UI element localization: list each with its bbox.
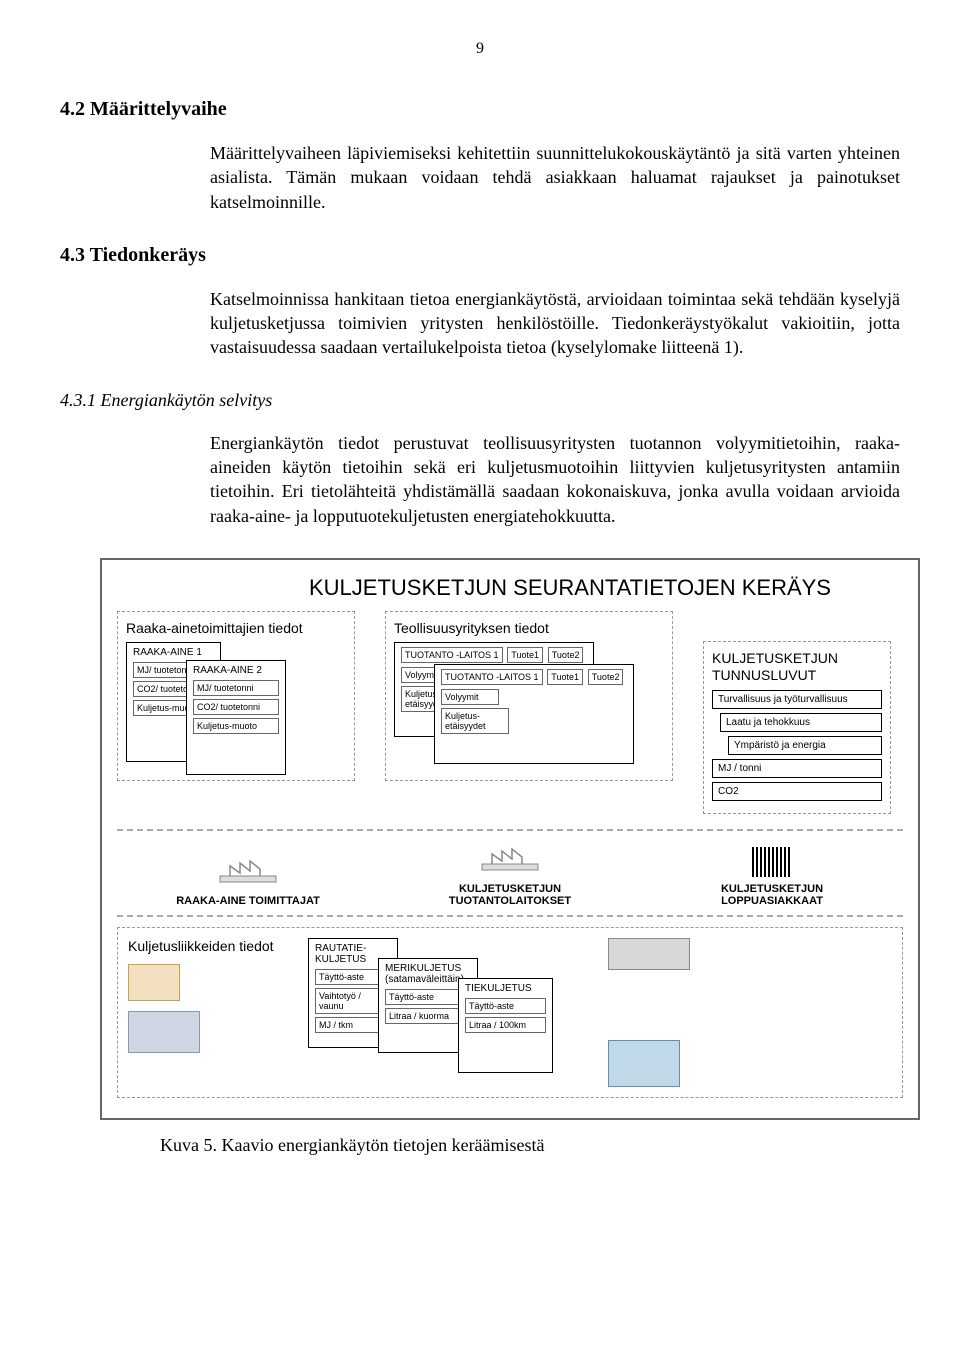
figure-caption: Kuva 5. Kaavio energiankäytön tietojen k… xyxy=(160,1135,900,1156)
kulj-title: Kuljetusliikkeiden tiedot xyxy=(128,938,288,954)
teoll-2-c1: TUOTANTO -LAITOS 1 xyxy=(441,669,543,685)
teoll-1-c1: TUOTANTO -LAITOS 1 xyxy=(401,647,503,663)
mid-label-1: RAAKA-AINE TOIMITTAJAT xyxy=(168,895,328,907)
trans-road-f2: Litraa / 100km xyxy=(465,1017,546,1033)
barcode-icon xyxy=(752,847,792,877)
tunnus-card-2: Laatu ja tehokkuus xyxy=(720,713,882,732)
teoll-2-r3: Kuljetus-etäisyydet xyxy=(441,708,509,734)
ship-icon xyxy=(608,1040,680,1087)
mid-label-3: KULJETUSKETJUN LOPPUASIAKKAAT xyxy=(692,883,852,907)
diagram-bottom-row: Kuljetusliikkeiden tiedot RAUTATIE-KULJE… xyxy=(117,927,903,1098)
teoll-1-c2: Tuote1 xyxy=(507,647,543,663)
page-number: 9 xyxy=(60,40,900,58)
tunnus-card-3: Ympäristö ja energia xyxy=(728,736,882,755)
raaka-card-2: RAAKA-AINE 2 MJ/ tuotetonni CO2/ tuoteto… xyxy=(186,660,286,775)
heading-4-3: 4.3 Tiedonkeräys xyxy=(60,244,900,267)
teoll-group-title: Teollisuusyrityksen tiedot xyxy=(394,620,664,636)
diagram-mid-row: RAAKA-AINE TOIMITTAJAT KULJETUSKETJUN TU… xyxy=(117,829,903,917)
trans-road-f1: Täyttö-aste xyxy=(465,998,546,1014)
diagram: KULJETUSKETJUN SEURANTATIETOJEN KERÄYS R… xyxy=(100,558,920,1120)
train-icon xyxy=(608,938,690,970)
teoll-card-2: TUOTANTO -LAITOS 1 Tuote1 Tuote2 Volyymi… xyxy=(434,664,634,764)
tunnus-cards: Turvallisuus ja työturvallisuus Laatu ja… xyxy=(712,690,882,801)
mid-label-2: KULJETUSKETJUN TUOTANTOLAITOKSET xyxy=(430,883,590,907)
tunnus-group: KULJETUSKETJUN TUNNUSLUVUT Turvallisuus … xyxy=(703,641,891,814)
factory-icon xyxy=(218,851,278,886)
diagram-top-row: Raaka-ainetoimittajien tiedot RAAKA-AINE… xyxy=(117,611,903,814)
teoll-2-c3: Tuote2 xyxy=(588,669,624,685)
teoll-card-stack: TUOTANTO -LAITOS 1 Tuote1 Tuote2 Volyymi… xyxy=(394,642,634,772)
teoll-group: Teollisuusyrityksen tiedot TUOTANTO -LAI… xyxy=(385,611,673,781)
teoll-2-c2: Tuote1 xyxy=(547,669,583,685)
diagram-title: KULJETUSKETJUN SEURANTATIETOJEN KERÄYS xyxy=(237,575,903,601)
raaka-group-title: Raaka-ainetoimittajien tiedot xyxy=(126,620,346,636)
mid-item-1: RAAKA-AINE TOIMITTAJAT xyxy=(168,851,328,907)
raaka-card-2-f3: Kuljetus-muoto xyxy=(193,718,279,734)
para-4-3-1: Energiankäytön tiedot perustuvat teollis… xyxy=(210,431,900,528)
trans-road-title: TIEKULJETUS xyxy=(465,983,546,994)
mid-item-3: KULJETUSKETJUN LOPPUASIAKKAAT xyxy=(692,847,852,907)
tunnus-title: KULJETUSKETJUN TUNNUSLUVUT xyxy=(712,650,882,684)
tunnus-card-1: Turvallisuus ja työturvallisuus xyxy=(712,690,882,709)
tunnus-card-5: CO2 xyxy=(712,782,882,801)
para-4-3: Katselmoinnissa hankitaan tietoa energia… xyxy=(210,287,900,360)
raaka-card-1-title: RAAKA-AINE 1 xyxy=(133,647,214,658)
heading-4-3-1: 4.3.1 Energiankäytön selvitys xyxy=(60,390,900,411)
raaka-card-2-f2: CO2/ tuotetonni xyxy=(193,699,279,715)
trans-card-road: TIEKULJETUS Täyttö-aste Litraa / 100km xyxy=(458,978,553,1073)
teoll-1-c3: Tuote2 xyxy=(548,647,584,663)
forklift-icon xyxy=(128,964,180,1001)
raaka-card-stack: RAAKA-AINE 1 MJ/ tuotetonni CO2/ tuoteto… xyxy=(126,642,326,772)
tunnus-card-4: MJ / tonni xyxy=(712,759,882,778)
raaka-card-2-title: RAAKA-AINE 2 xyxy=(193,665,279,676)
heading-4-2: 4.2 Määrittelyvaihe xyxy=(60,98,900,121)
raaka-group: Raaka-ainetoimittajien tiedot RAAKA-AINE… xyxy=(117,611,355,781)
factory-icon xyxy=(480,839,540,874)
trans-icons xyxy=(608,938,690,1087)
truck-icon xyxy=(128,1011,200,1053)
teoll-2-r2: Volyymit xyxy=(441,689,499,705)
trans-card-stack: RAUTATIE-KULJETUS Täyttö-aste Vaihtotyö … xyxy=(308,938,588,1078)
kulj-left: Kuljetusliikkeiden tiedot xyxy=(128,938,288,1053)
raaka-card-2-f1: MJ/ tuotetonni xyxy=(193,680,279,696)
para-4-2: Määrittelyvaiheen läpiviemiseksi kehitet… xyxy=(210,141,900,214)
mid-item-2: KULJETUSKETJUN TUOTANTOLAITOKSET xyxy=(430,839,590,907)
